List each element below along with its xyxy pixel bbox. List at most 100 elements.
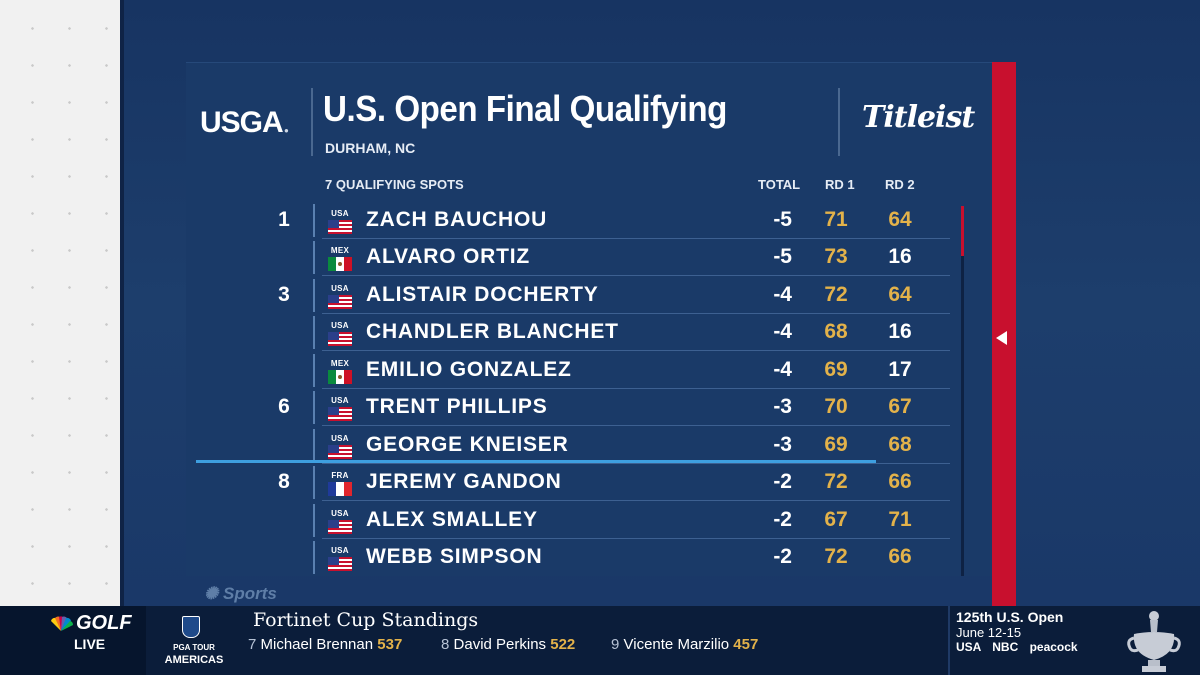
flag-icon [328,295,352,309]
country-code: MEX [330,246,350,255]
leaderboard-row: USA WEBB SIMPSON -2 72 66 [0,539,1200,576]
leaderboard-row: 6 USA TRENT PHILLIPS -3 70 67 [0,389,1200,426]
player-total: -5 [773,245,792,268]
player-total: -5 [773,208,792,231]
player-name: ALISTAIR DOCHERTY [366,283,599,306]
nbc-peacock-icon [51,616,74,631]
row-divider [313,504,315,537]
player-position: 3 [278,283,290,306]
leaderboard-row: USA ALEX SMALLEY -2 67 71 [0,502,1200,539]
standing-points: 537 [377,636,403,653]
golf-logo: GOLF [76,612,132,634]
country-flag: MEX [328,246,352,271]
leaderboard-row: MEX ALVARO ORTIZ -5 73 16 [0,239,1200,276]
flag-icon [328,257,352,271]
country-code: USA [331,209,349,218]
player-rd1: 67 [824,508,848,531]
player-position: 1 [278,208,290,231]
player-total: -4 [773,320,792,343]
sponsor-logo: Titleist [862,100,975,135]
country-flag: USA [328,509,352,534]
header-divider-left [311,88,313,156]
player-total: -2 [773,545,792,568]
player-rd2: 16 [888,320,912,343]
left-dotted-panel [0,0,120,606]
row-separator [322,238,950,239]
row-separator [322,388,950,389]
player-rd1: 73 [824,245,848,268]
player-rd2: 71 [888,508,912,531]
row-divider [313,354,315,387]
promo-networks: USA NBC peacock [956,640,1078,654]
row-divider [313,279,315,312]
pga-tour-americas-logo: PGA TOUR AMERICAS [158,642,230,666]
player-name: JEREMY GANDON [366,470,562,493]
row-separator [322,538,950,539]
country-code: USA [331,321,349,330]
header-divider-right [838,88,840,156]
country-flag: FRA [328,471,352,496]
player-rd1: 69 [824,433,848,456]
flag-icon [328,220,352,234]
row-divider [313,204,315,237]
player-name: CHANDLER BLANCHET [366,320,619,343]
player-rd2: 64 [888,283,912,306]
row-separator [322,500,950,501]
live-label: LIVE [74,636,106,652]
player-rd2: 66 [888,545,912,568]
country-flag: MEX [328,359,352,384]
flag-icon [328,370,352,384]
standing-name: David Perkins [453,636,547,653]
peacock-logo: peacock [1029,640,1078,654]
ticker-standing: 7 Michael Brennan 537 [248,636,402,653]
player-name: ALVARO ORTIZ [366,245,530,268]
flag-icon [328,482,352,496]
us-open-trophy-icon [1127,611,1181,672]
player-total: -3 [773,433,792,456]
qualifying-cut-line [196,460,876,463]
row-divider [313,541,315,574]
leaderboard-row: USA CHANDLER BLANCHET -4 68 16 [0,314,1200,351]
usa-network-logo: USA [956,640,981,654]
standing-points: 457 [733,636,759,653]
player-rd2: 16 [888,245,912,268]
page-title: U.S. Open Final Qualifying [323,88,727,129]
left-divider [120,0,124,606]
row-divider [313,316,315,349]
column-header-rd1: RD 1 [825,177,855,192]
country-flag: USA [328,321,352,346]
row-separator [322,275,950,276]
standing-rank: 8 [441,636,450,653]
player-position: 8 [278,470,290,493]
tour-line2: AMERICAS [164,654,224,666]
flag-icon [328,557,352,571]
ticker-title: Fortinet Cup Standings [253,609,479,631]
player-name: ALEX SMALLEY [366,508,538,531]
collapse-arrow-icon[interactable] [996,331,1007,345]
country-code: USA [331,546,349,555]
column-header-total: TOTAL [758,177,801,192]
tour-line1: PGA TOUR [173,643,215,652]
row-divider [313,241,315,274]
country-flag: USA [328,209,352,234]
player-total: -2 [773,508,792,531]
player-total: -4 [773,358,792,381]
scrollbar-thumb[interactable] [961,206,964,256]
leaderboard-panel [186,62,992,576]
ticker-standing: 9 Vicente Marzilio 457 [611,636,758,653]
player-rd2: 67 [888,395,912,418]
flag-icon [328,332,352,346]
player-rd1: 68 [824,320,848,343]
nbc-peacock-icon: ✺ [204,584,219,603]
golf-channel-bug [0,606,146,675]
country-code: USA [331,434,349,443]
country-flag: USA [328,546,352,571]
column-header-rd2: RD 2 [885,177,915,192]
leaderboard-row: 1 USA ZACH BAUCHOU -5 71 64 [0,202,1200,239]
standing-rank: 9 [611,636,620,653]
scrollbar-track[interactable] [961,206,964,576]
country-flag: USA [328,396,352,421]
player-total: -3 [773,395,792,418]
watermark-text: Sports [222,584,277,603]
player-rd2: 17 [888,358,912,381]
